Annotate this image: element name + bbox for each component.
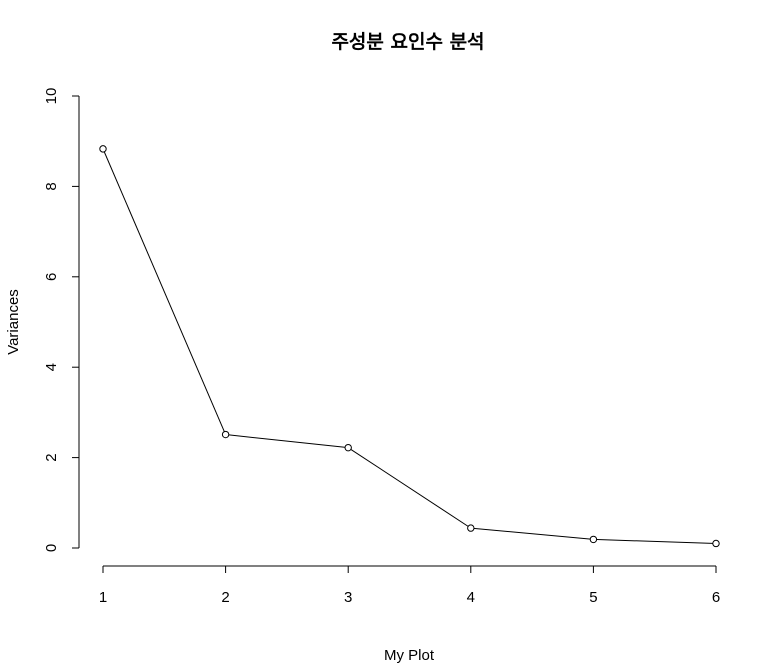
data-points bbox=[99, 145, 720, 548]
x-tick-label-1: 1 bbox=[99, 589, 107, 606]
y-axis: 0 2 4 6 8 10 bbox=[43, 88, 80, 552]
series-segment-3-4 bbox=[347, 447, 472, 529]
y-tick-label-8: 8 bbox=[43, 182, 60, 190]
x-tick-label-4: 4 bbox=[467, 589, 475, 606]
data-point-4 bbox=[467, 524, 475, 532]
data-point-2 bbox=[221, 430, 230, 439]
y-tick-label-2: 2 bbox=[43, 453, 60, 461]
y-tick-label-6: 6 bbox=[43, 273, 60, 281]
data-point-6 bbox=[712, 539, 720, 548]
series-segment-1-2 bbox=[102, 148, 227, 435]
series-segment-5-6 bbox=[593, 538, 717, 544]
x-axis: 1 2 3 4 5 6 bbox=[99, 565, 720, 606]
y-axis-label: Variances bbox=[5, 289, 22, 355]
series-segment-2-3 bbox=[225, 434, 349, 449]
chart-title: 주성분 요인수 분석 bbox=[331, 31, 484, 53]
data-point-3 bbox=[344, 443, 352, 452]
x-tick-label-2: 2 bbox=[221, 589, 229, 606]
x-tick-label-6: 6 bbox=[712, 589, 720, 606]
x-axis-label: My Plot bbox=[384, 647, 435, 664]
y-tick-label-10: 10 bbox=[43, 88, 60, 105]
series-variances bbox=[102, 148, 717, 544]
series-segment-4-5 bbox=[470, 527, 594, 540]
y-tick-label-0: 0 bbox=[43, 544, 60, 552]
y-tick-label-4: 4 bbox=[43, 363, 60, 371]
x-tick-label-3: 3 bbox=[344, 589, 352, 606]
data-point-5 bbox=[589, 535, 598, 544]
data-point-1 bbox=[99, 145, 107, 153]
x-tick-label-5: 5 bbox=[589, 589, 597, 606]
